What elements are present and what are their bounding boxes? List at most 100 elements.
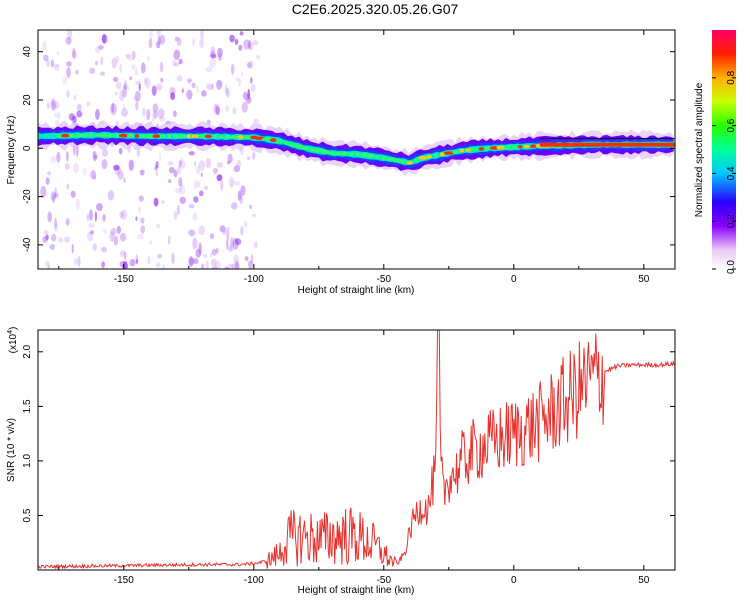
noise-blob [109,230,115,242]
colorbar: 0.0 0.2 0.4 0.6 0.8 Normalized spectral ampl… [694,30,737,274]
noise-blob [76,110,83,118]
noise-blob [141,62,146,74]
ridge-core [204,134,212,139]
noise-blob [151,110,155,123]
noise-blob [230,237,234,248]
noise-blob [65,218,70,226]
noise-blob [178,160,182,167]
noise-blob [86,101,91,107]
snr-series-line [38,330,675,570]
noise-blob [237,190,242,201]
noise-blob [149,240,152,245]
bottom-ytick-label: 0.5 [22,508,33,522]
noise-blob [101,246,107,253]
ridge-core [334,151,342,156]
ridge-core [523,144,530,149]
noise-blob [90,170,97,180]
noise-blob [115,91,118,96]
noise-blob [126,86,130,91]
noise-blob [231,63,235,76]
noise-blob [51,234,57,242]
noise-blob [119,63,122,74]
noise-blob [71,50,77,60]
noise-blob [193,258,199,264]
noise-blob [241,71,244,78]
noise-blob [173,210,178,220]
noise-blob [255,54,261,60]
ridge-core [68,133,75,138]
noise-blob [111,102,115,113]
noise-blob [215,247,219,254]
noise-blob [95,60,98,66]
noise-blob [40,185,47,198]
ridge-core [99,133,109,137]
bottom-scale-label: (x104) [7,327,19,354]
ridge-core [489,146,499,150]
top-ytick-label: 20 [22,94,33,106]
ridge-core [341,151,348,156]
noise-blob [135,67,138,76]
noise-blob [252,40,259,46]
noise-blob [159,61,164,73]
noise-blob [246,156,251,160]
ridge-core [237,135,245,139]
ridge-core [478,147,484,151]
noise-blob [199,190,204,197]
noise-blob [242,91,248,100]
noise-blob [234,238,242,246]
top-ytick-label: 40 [22,46,33,58]
noise-blob [66,150,69,162]
noise-blob [153,110,158,119]
noise-blob [115,81,122,90]
noise-blob [250,77,253,84]
colorbar-gradient [712,30,736,269]
ridge-core [275,139,284,143]
noise-blob [118,147,123,155]
noise-blob [215,104,220,116]
noise-blob [71,244,74,254]
noise-blob [158,116,166,122]
noise-blob [66,89,70,99]
noise-blob [225,105,230,112]
noise-blob [147,255,151,265]
noise-blob [140,217,145,224]
noise-blob [120,250,125,258]
noise-blob [176,165,182,175]
noise-blob [240,185,246,196]
noise-blob [248,260,253,269]
noise-blob [246,62,252,69]
top-xtick-label: -100 [244,274,264,285]
noise-blob [116,225,122,234]
noise-blob [220,180,224,191]
noise-blob [101,261,105,268]
top-xtick-label: 0 [511,274,517,285]
noise-blob [135,101,139,111]
noise-blob [173,169,178,178]
noise-blob [67,30,73,40]
noise-blob [209,57,217,68]
noise-blob [248,60,254,70]
noise-blob [151,85,157,96]
noise-blob [253,118,259,125]
noise-blob [56,151,61,163]
noise-blob [138,206,142,213]
ridge-core [400,159,407,164]
noise-blob [227,263,234,269]
noise-blob [54,187,57,199]
noise-blob [175,187,182,194]
ridge-core [198,134,206,138]
noise-blob [146,108,151,121]
noise-blob [119,211,125,219]
noise-blob [140,225,146,234]
noise-blob [96,203,103,211]
ridge-core [107,133,115,138]
colorbar-tick-label: 0.8 [726,70,737,84]
noise-blob [138,83,141,91]
noise-blob [94,210,97,222]
noise-blob [186,78,193,83]
noise-blob [122,85,127,98]
noise-blob [156,41,161,49]
noise-blob [171,59,177,67]
top-xtick-label: 50 [638,274,650,285]
